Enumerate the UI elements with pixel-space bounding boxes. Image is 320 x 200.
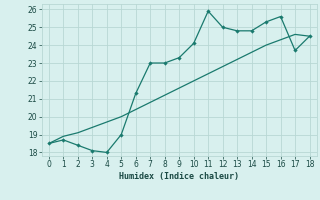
X-axis label: Humidex (Indice chaleur): Humidex (Indice chaleur) xyxy=(119,172,239,181)
